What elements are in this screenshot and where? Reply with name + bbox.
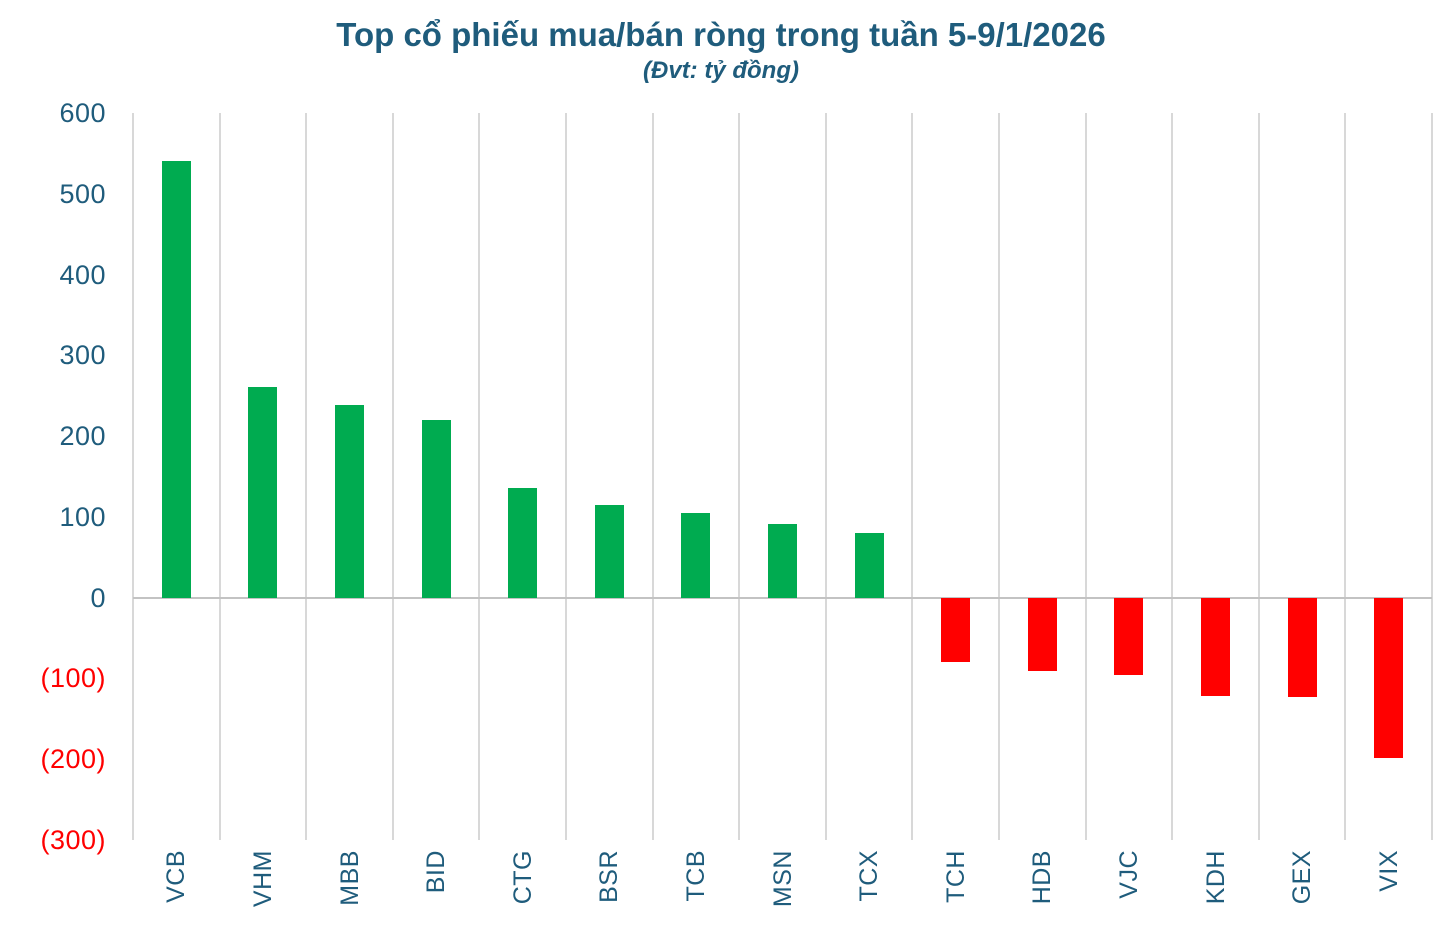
category-gridline: [478, 113, 481, 840]
bar-HDB: [1027, 597, 1057, 672]
category-gridline: [1344, 113, 1347, 840]
bar-KDH: [1201, 597, 1230, 697]
bar-TCX: [854, 533, 884, 598]
zero-axis-line: [133, 596, 1432, 599]
plot-area: [132, 113, 1433, 840]
category-gridline: [911, 113, 914, 840]
category-gridline: [738, 113, 741, 840]
y-axis-line: [132, 113, 134, 840]
bar-VJC: [1114, 597, 1144, 676]
category-gridline: [824, 113, 827, 840]
category-gridline: [305, 113, 308, 840]
bar-VCB: [161, 161, 191, 598]
bar-GEX: [1287, 597, 1317, 697]
category-gridline: [998, 113, 1000, 840]
category-gridline: [1084, 113, 1087, 840]
y-tick-label: 300: [59, 340, 106, 371]
y-tick-label: 200: [59, 421, 106, 452]
category-gridline: [651, 113, 654, 840]
bar-MSN: [768, 524, 797, 598]
x-axis-label-VCB: VCB: [162, 850, 191, 903]
bar-BID: [421, 419, 451, 598]
x-axis-label-MSN: MSN: [768, 850, 797, 908]
x-axis-label-TCH: TCH: [941, 850, 970, 903]
x-axis-label-VHM: VHM: [248, 850, 277, 908]
bar-MBB: [335, 405, 364, 598]
x-axis-label-BID: BID: [422, 850, 451, 894]
category-gridline: [1431, 113, 1433, 840]
x-axis-label-GEX: GEX: [1288, 850, 1317, 905]
y-tick-label: 400: [59, 259, 106, 290]
category-gridline: [391, 113, 394, 840]
category-gridline: [218, 113, 221, 840]
chart-subtitle: (Đvt: tỷ đồng): [643, 57, 799, 84]
x-axis-label-TCX: TCX: [855, 850, 884, 902]
x-axis-label-CTG: CTG: [508, 850, 537, 905]
x-axis-label-KDH: KDH: [1201, 850, 1230, 905]
y-tick-label: 100: [59, 501, 106, 532]
bar-CTG: [508, 487, 538, 598]
bar-VHM: [248, 386, 278, 598]
bar-BSR: [594, 504, 624, 598]
y-tick-label: (300): [40, 825, 106, 855]
bar-TCH: [941, 597, 971, 663]
bar-TCB: [681, 512, 711, 598]
x-axis-label-BSR: BSR: [595, 850, 624, 903]
y-tick-label: 0: [90, 582, 106, 613]
y-tick-label: (100): [40, 663, 106, 694]
category-gridline: [1171, 113, 1174, 840]
x-axis-label-MBB: MBB: [335, 850, 364, 906]
x-axis-label-VIX: VIX: [1374, 850, 1403, 892]
category-gridline: [565, 113, 567, 840]
chart-title: Top cổ phiếu mua/bán ròng trong tuần 5-9…: [336, 16, 1106, 53]
x-axis-label-HDB: HDB: [1028, 850, 1057, 905]
y-tick-label: (200): [40, 744, 106, 775]
category-gridline: [1257, 113, 1260, 840]
bar-VIX: [1374, 597, 1404, 758]
x-axis-label-TCB: TCB: [681, 850, 710, 902]
y-tick-label: 500: [59, 178, 106, 209]
y-tick-label: 600: [59, 98, 106, 128]
x-axis-label-VJC: VJC: [1114, 850, 1143, 899]
